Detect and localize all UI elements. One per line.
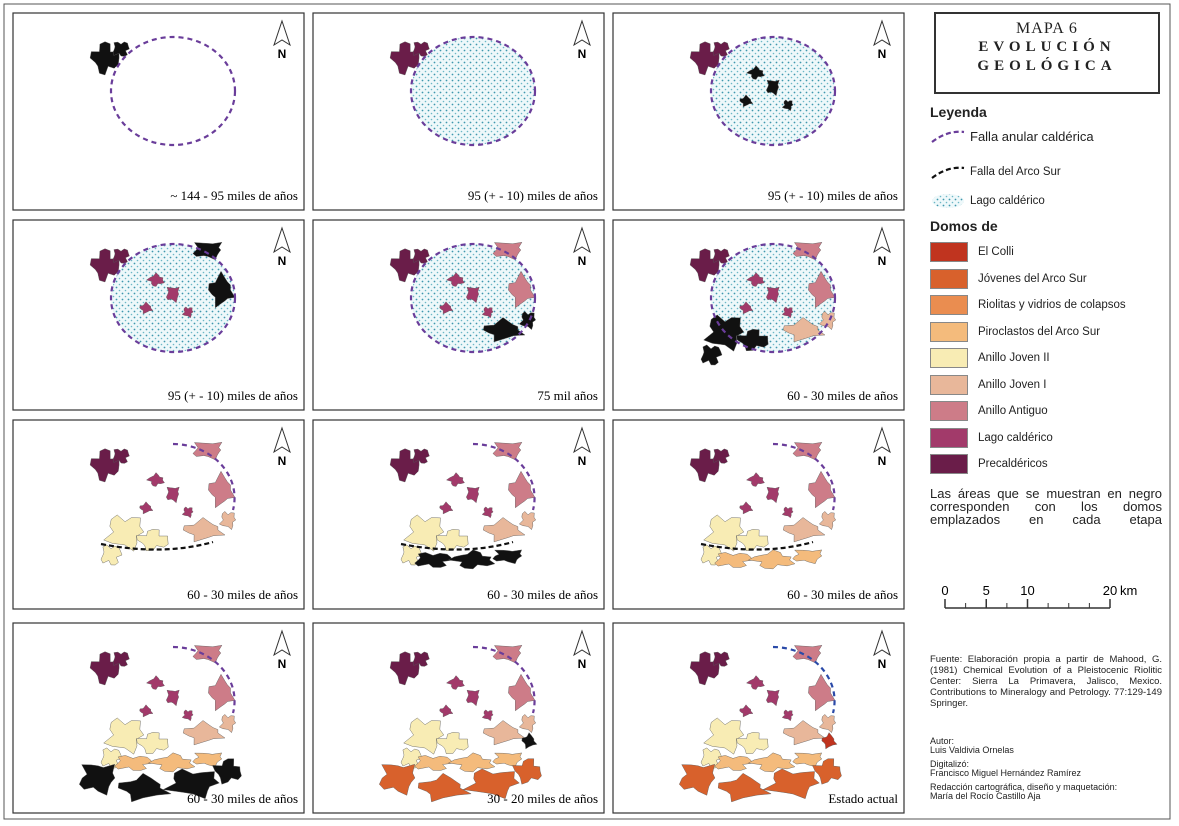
panel-caption: 60 - 30 miles de años [787, 587, 898, 602]
legend-item: Lago caldérico [930, 426, 1053, 450]
map-panel: N 60 - 30 miles de años [613, 420, 904, 609]
legend-swatch [930, 428, 968, 448]
map-panel: N Estado actual [613, 623, 904, 813]
map-panel: N 30 - 20 miles de años [313, 623, 604, 813]
legend-label: Anillo Joven I [978, 379, 1046, 391]
dome [713, 449, 729, 464]
domes-heading: Domos de [930, 218, 998, 234]
panel-caption: Estado actual [828, 791, 898, 806]
panel-caption: 95 (+ - 10) miles de años [168, 388, 298, 403]
title-line: GEOLÓGICA [936, 57, 1158, 76]
map-panel: N 95 (+ - 10) miles de años [13, 220, 304, 410]
panel-caption: 60 - 30 miles de años [487, 587, 598, 602]
north-label: N [878, 657, 887, 671]
north-label: N [578, 454, 587, 468]
panel-caption: 30 - 20 miles de años [487, 791, 598, 806]
title-line: EVOLUCIÓN [936, 38, 1158, 57]
dome [413, 652, 429, 667]
legend-label: Jóvenes del Arco Sur [978, 273, 1087, 285]
north-label: N [278, 454, 287, 468]
legend-label: Lago caldérico [978, 432, 1053, 444]
panel-caption: 75 mil años [537, 388, 598, 403]
dome [113, 652, 129, 667]
north-label: N [578, 254, 587, 268]
panel-caption: 60 - 30 miles de años [187, 587, 298, 602]
legend-line-label: Lago caldérico [970, 189, 1045, 213]
legend-item: Piroclastos del Arco Sur [930, 320, 1100, 344]
dome [413, 42, 429, 57]
panel-caption: 95 (+ - 10) miles de años [468, 188, 598, 203]
north-label: N [278, 47, 287, 61]
panel-frame [13, 13, 304, 210]
legend-item: Jóvenes del Arco Sur [930, 267, 1087, 291]
note: Las áreas que se muestran en negro corre… [930, 487, 1162, 526]
map-number: MAPA 6 [936, 20, 1158, 38]
map-panel: N 95 (+ - 10) miles de años [313, 13, 604, 210]
legend-item: Precaldéricos [930, 452, 1048, 476]
panel-caption: ~ 144 - 95 miles de años [170, 188, 298, 203]
legend-heading: Leyenda [930, 104, 987, 120]
legend-label: Anillo Antiguo [978, 405, 1048, 417]
legend-swatch [930, 454, 968, 474]
panel-frame [13, 420, 304, 609]
legend-swatch [930, 269, 968, 289]
legend-label: Anillo Joven II [978, 352, 1050, 364]
source: Fuente: Elaboración propia a partir de M… [930, 654, 1162, 709]
legend-item: El Colli [930, 240, 1014, 264]
legend-label: El Colli [978, 246, 1014, 258]
north-label: N [878, 254, 887, 268]
dome [713, 249, 729, 264]
dome [413, 249, 429, 264]
legend-item: Riolitas y vidrios de colapsos [930, 293, 1126, 317]
map-panel: N 75 mil años [313, 220, 604, 410]
map-panel: N 60 - 30 miles de años [313, 420, 604, 609]
panel-caption: 60 - 30 miles de años [787, 388, 898, 403]
credit-name: Luis Valdivia Ornelas [930, 746, 1014, 755]
map-panel: N 95 (+ - 10) miles de años [613, 13, 904, 210]
dome [713, 42, 729, 57]
panel-frame [613, 420, 904, 609]
map-panel: N 60 - 30 miles de años [13, 420, 304, 609]
north-label: N [278, 657, 287, 671]
north-label: N [878, 47, 887, 61]
legend-line-label: Falla del Arco Sur [970, 160, 1061, 184]
dome [413, 449, 429, 464]
north-label: N [878, 454, 887, 468]
panel-caption: 95 (+ - 10) miles de años [768, 188, 898, 203]
legend-swatch [930, 375, 968, 395]
map-panel: N 60 - 30 miles de años [613, 220, 904, 410]
north-label: N [278, 254, 287, 268]
dome [113, 449, 129, 464]
page: N ~ 144 - 95 miles de años N 95 (+ - 10) mi… [0, 0, 1179, 826]
legend-swatch [930, 348, 968, 368]
legend-item: Anillo Joven II [930, 346, 1050, 370]
legend-line-label: Falla anular caldérica [970, 124, 1094, 148]
map-panel: N ~ 144 - 95 miles de años [13, 13, 304, 210]
panel-frame [313, 420, 604, 609]
north-label: N [578, 47, 587, 61]
map-panel: N 60 - 30 miles de años [13, 623, 304, 813]
credit-name: Francisco Miguel Hernández Ramírez [930, 769, 1081, 778]
legend-panel: MAPA 6 EVOLUCIÓN GEOLÓGICA Leyenda Domos… [918, 12, 1168, 817]
panel-caption: 60 - 30 miles de años [187, 791, 298, 806]
legend-label: Piroclastos del Arco Sur [978, 326, 1100, 338]
dome [713, 652, 729, 667]
title-box: MAPA 6 EVOLUCIÓN GEOLÓGICA [934, 12, 1160, 94]
legend-swatch [930, 295, 968, 315]
legend-item: Anillo Joven I [930, 373, 1046, 397]
legend-label: Riolitas y vidrios de colapsos [978, 299, 1126, 311]
north-label: N [578, 657, 587, 671]
legend-swatch [930, 401, 968, 421]
legend-swatch [930, 322, 968, 342]
credit-name: María del Rocío Castillo Aja [930, 792, 1041, 801]
dome [113, 42, 129, 57]
legend-label: Precaldéricos [978, 458, 1048, 470]
legend-swatch [930, 242, 968, 262]
legend-item: Anillo Antiguo [930, 399, 1048, 423]
dome [113, 249, 129, 264]
